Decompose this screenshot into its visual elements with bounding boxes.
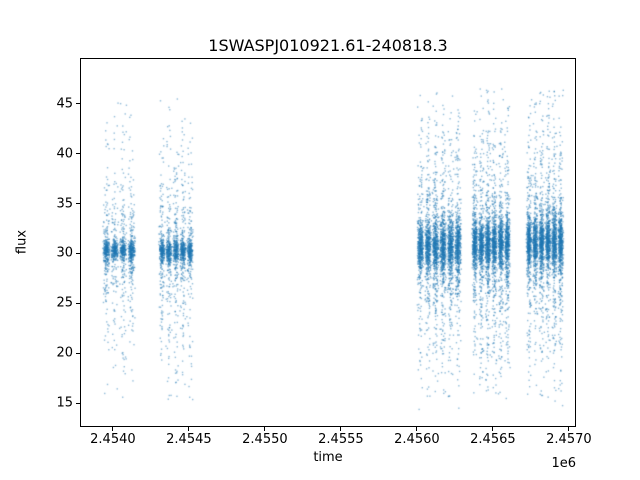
y-tick-mark: [76, 203, 80, 205]
y-tick-mark: [76, 252, 80, 254]
x-tick-mark: [188, 427, 190, 431]
y-tick-mark: [76, 302, 80, 304]
y-tick-label: 15: [56, 395, 73, 411]
x-tick-mark: [264, 427, 266, 431]
x-tick-label: 2.4560: [394, 432, 440, 447]
x-tick-mark: [112, 427, 114, 431]
y-tick-mark: [76, 153, 80, 155]
x-tick-label: 2.4545: [166, 432, 212, 447]
y-tick-label: 40: [56, 146, 73, 162]
y-tick-mark: [76, 103, 80, 105]
x-tick-mark: [416, 427, 418, 431]
y-tick-label: 45: [56, 96, 73, 112]
y-tick-label: 20: [56, 345, 73, 361]
x-axis-label: time: [313, 450, 343, 465]
scatter-points-canvas: [81, 59, 575, 426]
y-tick-label: 25: [56, 295, 73, 311]
y-tick-mark: [76, 352, 80, 354]
x-tick-label: 2.4540: [90, 432, 136, 447]
x-tick-label: 2.4570: [546, 432, 592, 447]
x-tick-mark: [492, 427, 494, 431]
x-tick-label: 2.4555: [318, 432, 364, 447]
y-tick-label: 30: [56, 245, 73, 261]
x-tick-mark: [340, 427, 342, 431]
plot-area: [80, 58, 576, 427]
x-tick-label: 2.4565: [470, 432, 516, 447]
y-tick-mark: [76, 402, 80, 404]
x-axis-offset-label: 1e6: [551, 456, 576, 471]
y-tick-label: 35: [56, 196, 73, 212]
x-tick-mark: [568, 427, 570, 431]
x-tick-label: 2.4550: [242, 432, 288, 447]
chart-title: 1SWASPJ010921.61-240818.3: [208, 36, 448, 55]
